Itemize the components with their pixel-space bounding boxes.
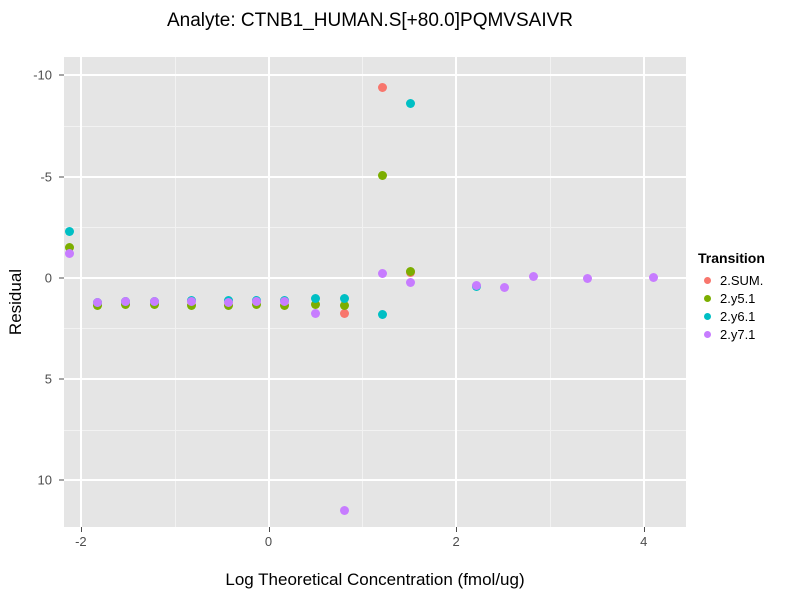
data-point bbox=[405, 267, 415, 277]
gridline-major-vertical bbox=[455, 57, 458, 527]
legend-key-swatch bbox=[698, 271, 716, 289]
data-point bbox=[187, 296, 197, 306]
data-point bbox=[65, 249, 75, 258]
y-axis-tick-label: -5 bbox=[40, 169, 52, 185]
gridline-major-horizontal bbox=[64, 378, 686, 381]
data-point bbox=[378, 171, 388, 180]
data-point bbox=[405, 278, 415, 288]
data-point bbox=[500, 283, 510, 293]
data-point bbox=[528, 272, 538, 282]
legend-key-swatch bbox=[698, 325, 716, 343]
legend-item-2-y7-1: 2.y7.1 bbox=[698, 325, 798, 343]
legend-color-dot-icon bbox=[703, 294, 711, 302]
legend-key-swatch bbox=[698, 289, 716, 307]
legend-item-label: 2.y7.1 bbox=[720, 326, 756, 342]
data-point bbox=[378, 269, 388, 279]
data-point bbox=[310, 293, 320, 303]
data-point bbox=[405, 99, 415, 109]
y-axis-tick-label: 10 bbox=[37, 472, 52, 488]
gridline-minor-vertical bbox=[362, 57, 364, 527]
data-point bbox=[310, 299, 320, 309]
gridline-major-vertical bbox=[79, 57, 82, 527]
legend-item-label: 2.SUM. bbox=[720, 272, 764, 288]
legend: Transition 2.SUM. 2.y5.1 2.y6.1 2.y7.1 bbox=[698, 250, 798, 343]
data-point bbox=[472, 281, 482, 291]
y-axis-title: Residual bbox=[6, 268, 25, 336]
gridline-minor-vertical bbox=[549, 57, 551, 527]
x-axis-tick-label: 0 bbox=[264, 534, 273, 549]
legend-color-dot-icon bbox=[703, 330, 711, 338]
legend-color-dot-icon bbox=[703, 276, 711, 284]
gridline-major-horizontal bbox=[64, 74, 686, 77]
y-axis-tick-mark bbox=[59, 74, 64, 76]
legend-item-2-y6-1: 2.y6.1 bbox=[698, 307, 798, 325]
legend-color-dot-icon bbox=[703, 312, 711, 320]
legend-item-label: 2.y5.1 bbox=[720, 290, 756, 306]
gridline-major-vertical bbox=[642, 57, 645, 527]
x-axis-tick-label: -2 bbox=[75, 534, 87, 549]
x-axis-tick-label: 4 bbox=[640, 534, 648, 549]
legend-title: Transition bbox=[698, 250, 765, 266]
x-axis-tick-label: 2 bbox=[452, 534, 460, 549]
data-point bbox=[121, 296, 131, 306]
y-axis-tick-mark bbox=[59, 176, 64, 178]
legend-items: 2.SUM. 2.y5.1 2.y6.1 2.y7.1 bbox=[698, 271, 798, 343]
gridline-major-horizontal bbox=[64, 276, 686, 279]
x-axis-tick-mark bbox=[80, 527, 82, 532]
x-axis-tick-mark bbox=[643, 527, 645, 532]
y-axis-tick-label: 5 bbox=[44, 371, 52, 387]
y-axis-tick-label: 0 bbox=[44, 270, 52, 286]
data-point bbox=[340, 506, 349, 516]
data-point bbox=[93, 297, 103, 307]
x-axis-tick-mark bbox=[456, 527, 458, 532]
legend-item-2-sum-: 2.SUM. bbox=[698, 271, 798, 289]
data-point bbox=[65, 242, 75, 252]
y-axis-tick-mark bbox=[59, 479, 64, 481]
data-point bbox=[65, 226, 75, 236]
data-point bbox=[310, 308, 320, 318]
x-axis-title: Log Theoretical Concentration (fmol/ug) bbox=[225, 570, 525, 589]
data-point bbox=[340, 300, 349, 310]
gridline-minor-horizontal bbox=[64, 125, 686, 127]
data-point bbox=[378, 309, 388, 319]
data-point bbox=[223, 297, 233, 307]
legend-item-2-y5-1: 2.y5.1 bbox=[698, 289, 798, 307]
data-point bbox=[340, 308, 349, 318]
gridline-minor-vertical bbox=[174, 57, 176, 527]
plot-panel bbox=[64, 57, 686, 527]
data-point bbox=[378, 82, 388, 92]
x-axis-tick-mark bbox=[268, 527, 270, 532]
y-axis-tick-mark bbox=[59, 378, 64, 380]
y-axis-tick-label: -10 bbox=[33, 67, 52, 83]
legend-key-swatch bbox=[698, 307, 716, 325]
data-point bbox=[582, 274, 592, 284]
data-point bbox=[149, 296, 159, 306]
gridline-minor-horizontal bbox=[64, 227, 686, 229]
gridline-minor-horizontal bbox=[64, 328, 686, 330]
gridline-major-horizontal bbox=[64, 175, 686, 178]
gridline-minor-horizontal bbox=[64, 429, 686, 431]
data-point bbox=[648, 273, 658, 283]
y-axis-tick-mark bbox=[59, 277, 64, 279]
data-point bbox=[251, 296, 261, 306]
data-point bbox=[279, 296, 289, 306]
gridline-major-vertical bbox=[267, 57, 270, 527]
page-title: Analyte: CTNB1_HUMAN.S[+80.0]PQMVSAIVR bbox=[166, 10, 573, 31]
legend-item-label: 2.y6.1 bbox=[720, 308, 756, 324]
gridline-major-horizontal bbox=[64, 479, 686, 482]
data-point bbox=[340, 293, 349, 303]
